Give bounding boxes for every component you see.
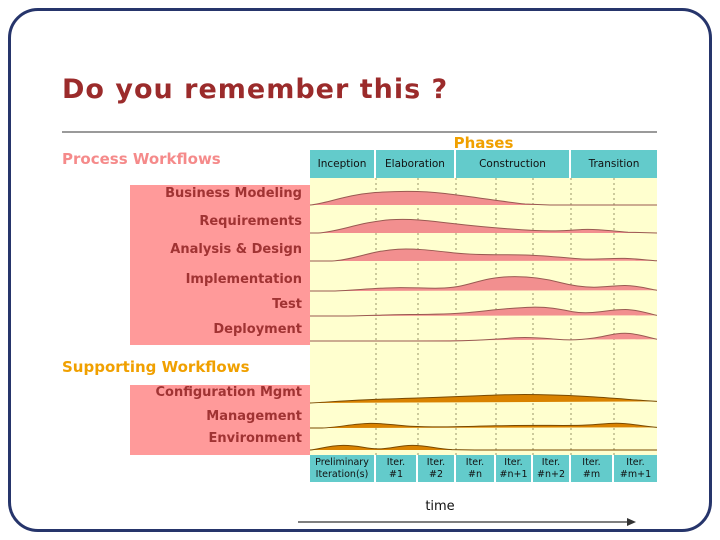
iteration-n: Iter. #n	[456, 455, 494, 482]
phase-construction: Construction	[456, 150, 569, 178]
row-business-modeling: Business Modeling	[165, 186, 302, 201]
hump-deployment	[310, 332, 657, 342]
iteration-label-line2: Iteration(s)	[315, 468, 369, 480]
row-configuration-mgmt: Configuration Mgmt	[155, 385, 303, 400]
phase-elaboration: Elaboration	[376, 150, 454, 178]
time-axis-label: time	[425, 499, 455, 514]
iteration-label-line1: Iter.	[504, 457, 523, 469]
iteration-label-line2: #2	[428, 468, 443, 480]
hump-environment	[310, 444, 657, 451]
hump-test	[310, 306, 657, 317]
row-implementation: Implementation	[185, 272, 302, 287]
title-divider	[62, 131, 657, 133]
hump-requirements	[310, 218, 657, 234]
iteration-label-line1: Iter.	[541, 457, 561, 469]
supporting-workflows-label: Supporting Workflows	[62, 358, 250, 376]
iteration-preliminary: Preliminary Iteration(s)	[310, 455, 374, 482]
iteration-label-line2: #n	[468, 468, 482, 480]
row-environment: Environment	[208, 431, 303, 446]
phase-transition: Transition	[571, 150, 657, 178]
phases-label: Phases	[453, 134, 514, 152]
phase-inception: Inception	[310, 150, 374, 178]
iteration-label-line1: Iter.	[626, 457, 645, 469]
iteration-m: Iter. #m	[571, 455, 612, 482]
iteration-label-line1: Iter.	[465, 457, 485, 469]
iteration-label-line2: #1	[388, 468, 403, 480]
iteration-label-line1: Iter.	[386, 457, 406, 469]
row-requirements: Requirements	[199, 214, 302, 229]
time-arrow	[298, 518, 636, 526]
row-deployment: Deployment	[213, 322, 302, 337]
row-analysis-design: Analysis & Design	[170, 242, 302, 257]
process-workflow-box: Business Modeling Requirements Analysis …	[130, 185, 310, 345]
hump-business-modeling	[310, 190, 657, 206]
iteration-label-line2: #n+2	[537, 468, 565, 480]
row-management: Management	[206, 409, 302, 424]
iteration-n1: Iter. #n+1	[496, 455, 531, 482]
iteration-n2: Iter. #n+2	[533, 455, 569, 482]
iteration-label-line1: Preliminary	[315, 457, 369, 469]
supporting-workflow-box: Configuration Mgmt Management Environmen…	[130, 385, 310, 455]
iteration-label-line2: #m	[582, 468, 601, 480]
iteration-label-line1: Iter.	[582, 457, 601, 469]
row-test: Test	[272, 297, 302, 312]
process-workflows-label: Process Workflows	[62, 150, 221, 168]
iteration-label-line1: Iter.	[426, 457, 446, 469]
iteration-label-line2: #m+1	[619, 468, 652, 480]
iteration-m1: Iter. #m+1	[614, 455, 657, 482]
iteration-1: Iter. #1	[376, 455, 416, 482]
iteration-2: Iter. #2	[418, 455, 454, 482]
hump-implementation	[310, 276, 657, 292]
effort-hump-chart	[310, 178, 657, 455]
hump-analysis-design	[310, 248, 657, 262]
hump-management	[310, 422, 657, 429]
slide-title: Do you remember this ?	[62, 74, 449, 105]
hump-configuration-mgmt	[310, 393, 657, 404]
iteration-label-line2: #n+1	[499, 468, 528, 480]
